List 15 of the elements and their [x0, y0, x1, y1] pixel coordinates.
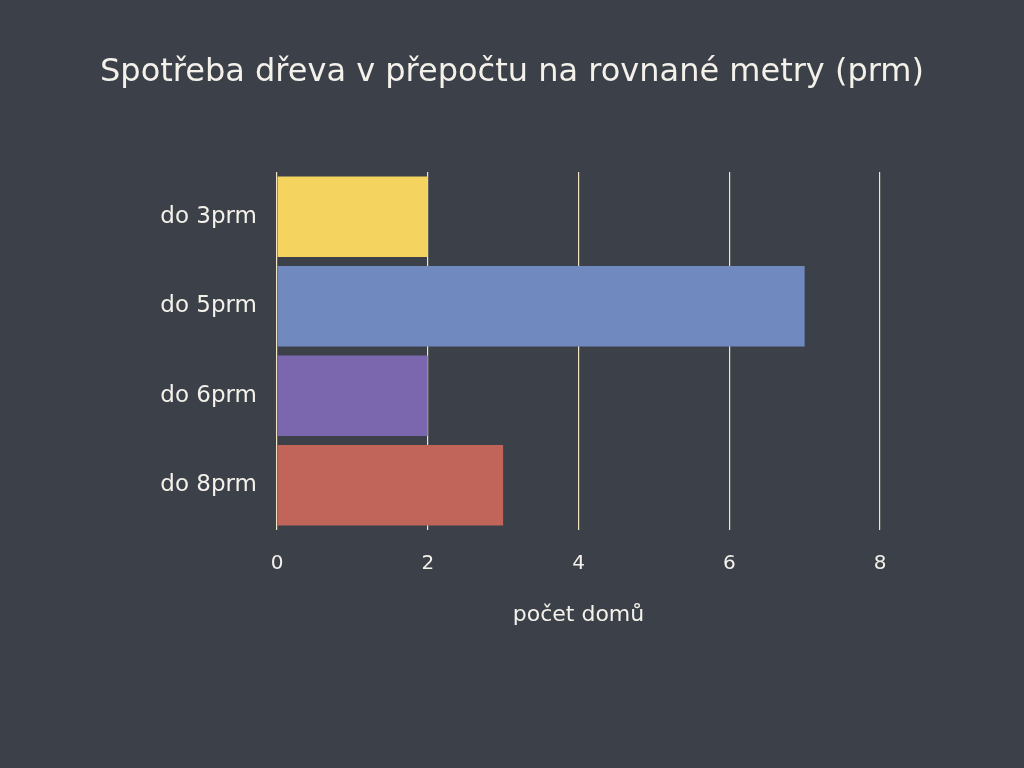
bar	[277, 444, 504, 526]
y-tick-label: do 8prm	[160, 470, 257, 497]
bar	[277, 265, 805, 347]
chart-title: Spotřeba dřeva v přepočtu na rovnané metry (prm)	[99, 50, 925, 90]
x-tick-label: 2	[421, 550, 435, 575]
y-tick-label: do 6prm	[160, 380, 257, 407]
bar	[277, 355, 428, 437]
x-tick-label: 0	[270, 550, 284, 575]
x-tick-label: 4	[572, 550, 585, 575]
y-tick-label: do 5prm	[160, 291, 257, 318]
x-tick-label: 8	[873, 550, 887, 575]
x-tick-label: 6	[722, 550, 736, 575]
x-axis-title: počet domů	[512, 600, 645, 626]
y-tick-label: do 3prm	[160, 201, 257, 228]
bar	[277, 176, 428, 258]
